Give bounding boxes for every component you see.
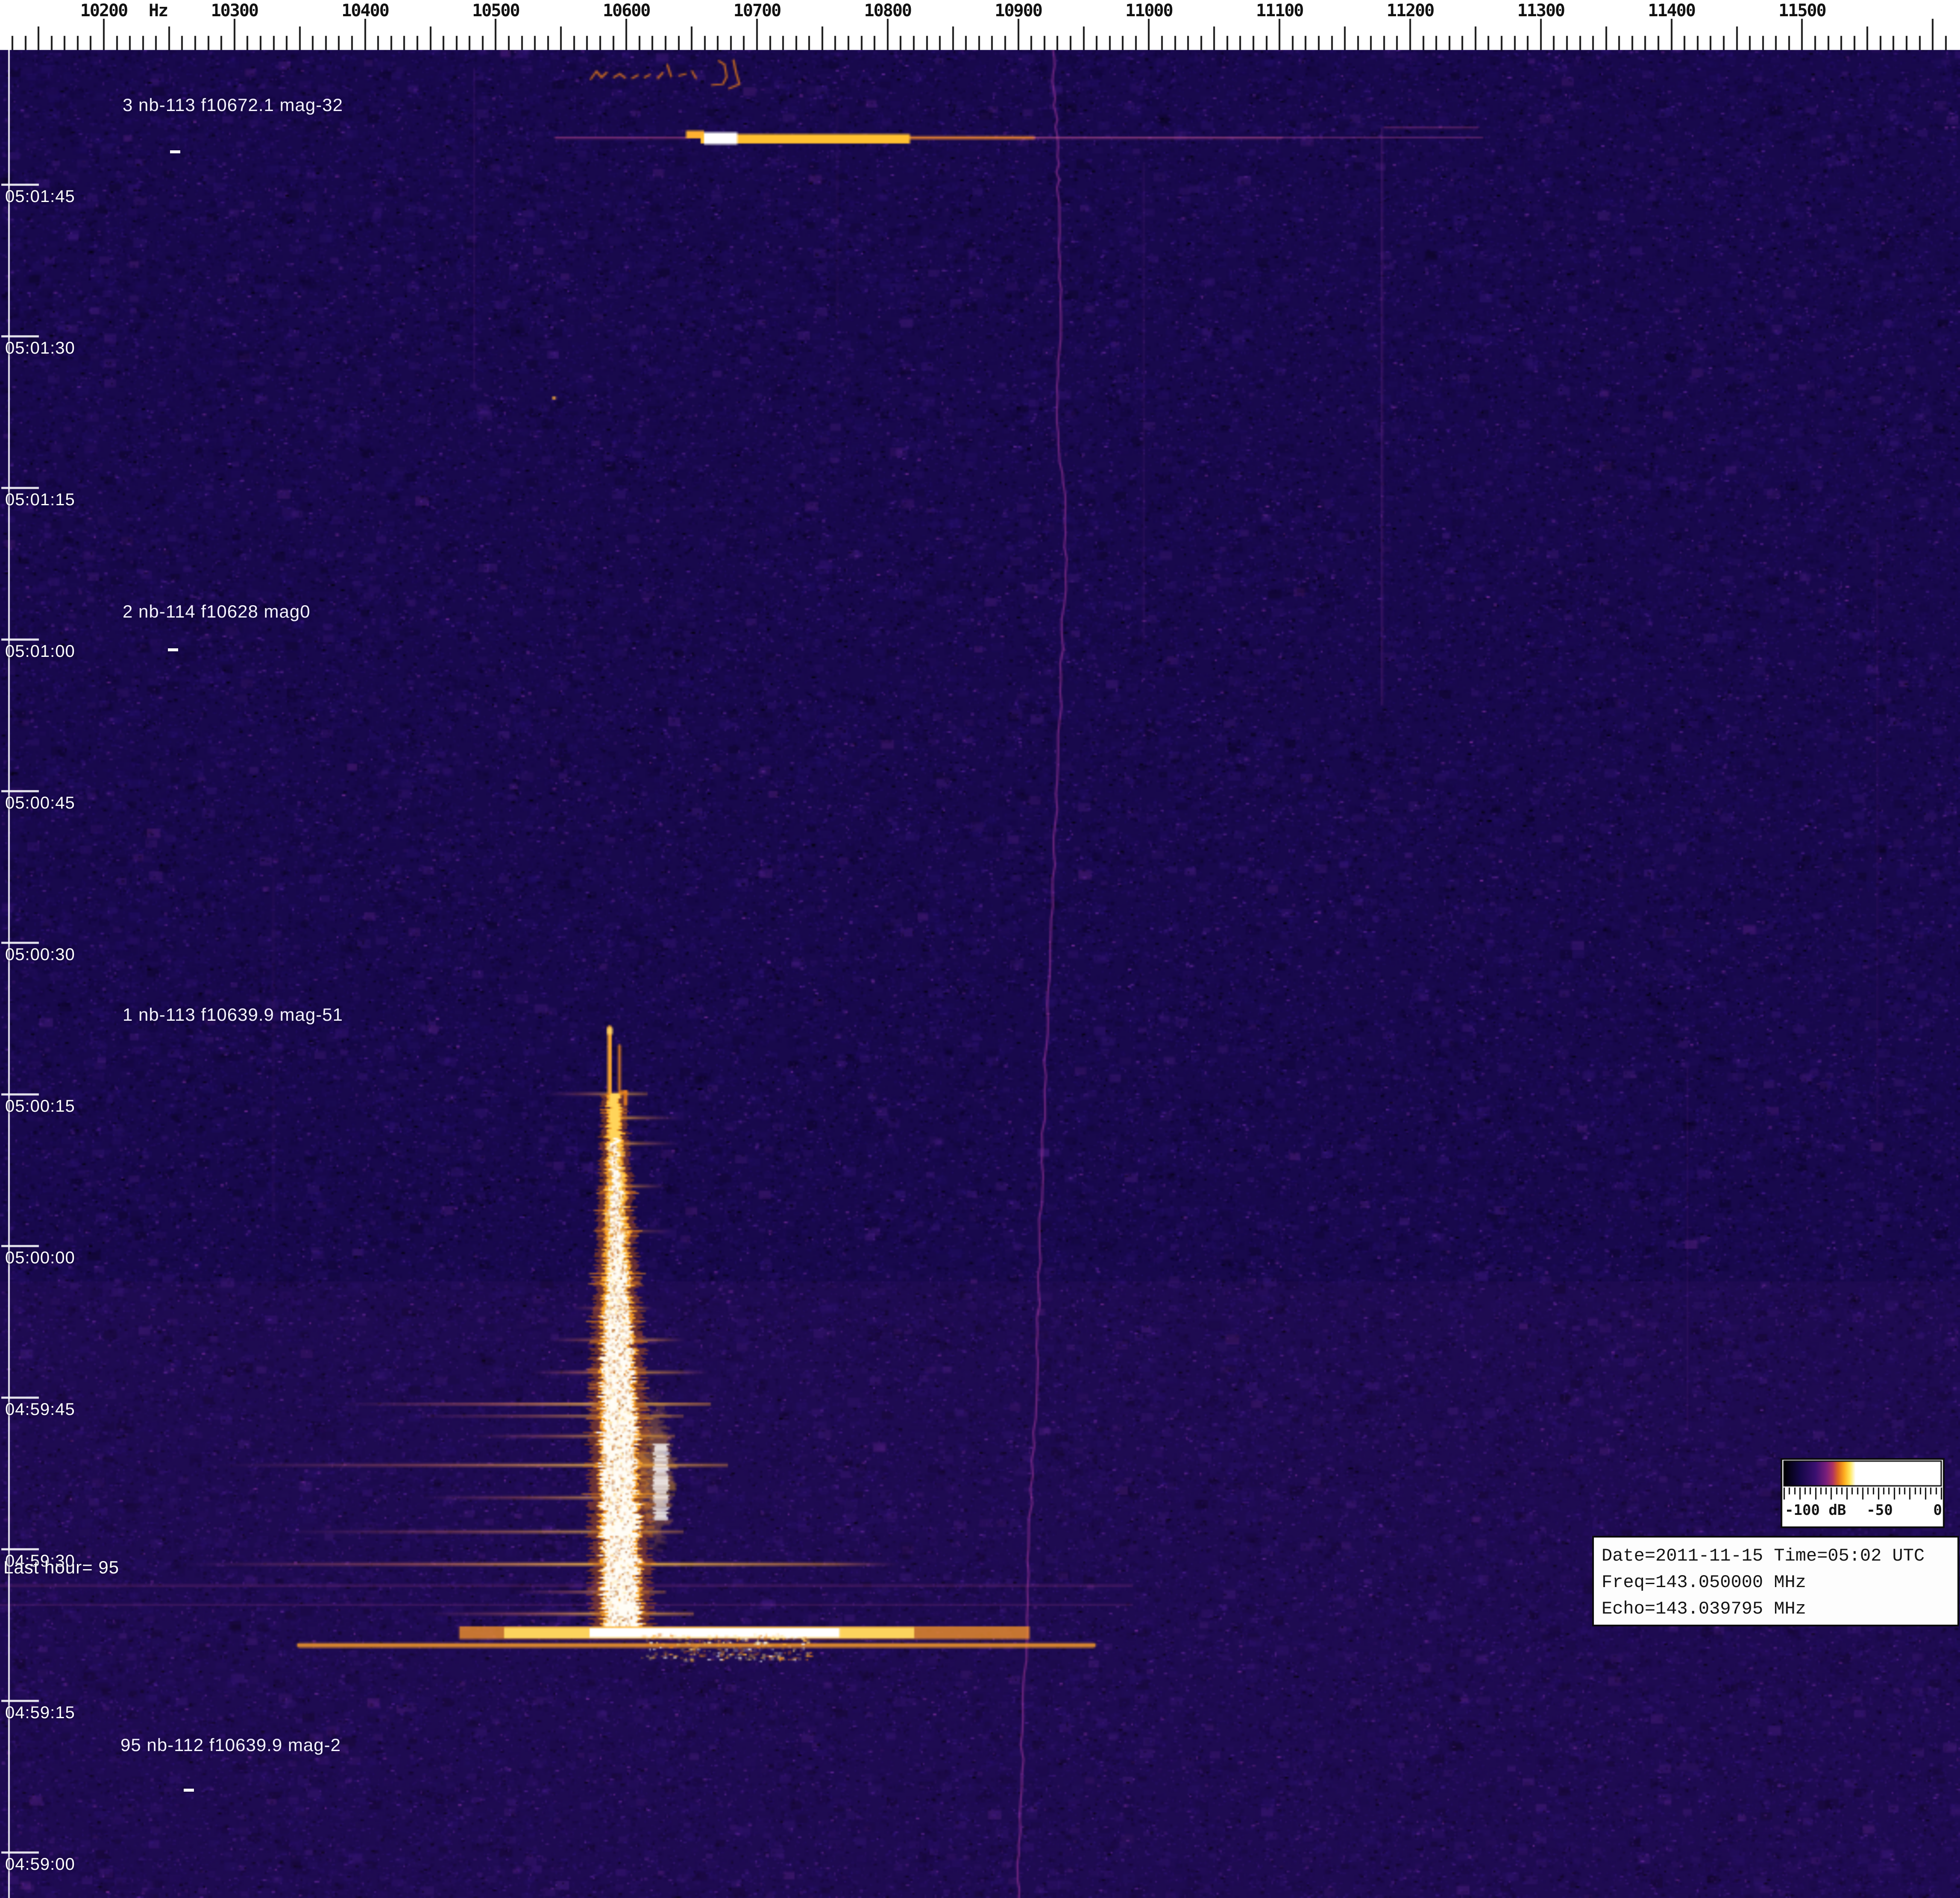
info-echo-frequency: Echo=143.039795 MHz [1602, 1599, 1806, 1619]
time-tick-label: 04:59:00 [5, 1855, 75, 1874]
event-marker-dash [184, 1789, 194, 1792]
time-tick-label: 05:01:00 [5, 642, 75, 661]
event-annotation: 3 nb-113 f10672.1 mag-32 [123, 95, 343, 115]
freq-tick-label: 10800 [864, 1, 912, 21]
freq-tick-label: 11100 [1256, 1, 1304, 21]
freq-tick-label: 10600 [602, 1, 651, 21]
colorbar-tick-label: -50 [1866, 1502, 1893, 1519]
time-tick-label: 04:59:45 [5, 1400, 75, 1419]
freq-tick-label: 11500 [1778, 1, 1826, 21]
time-tick-label: 05:01:30 [5, 339, 75, 357]
freq-tick-label: 10700 [733, 1, 781, 21]
status-info-box: Date=2011-11-15 Time=05:02 UTC Freq=143.… [1592, 1536, 1959, 1626]
event-annotation: 95 nb-112 f10639.9 mag-2 [120, 1735, 341, 1755]
time-tick-label: 05:00:00 [5, 1248, 75, 1267]
time-tick-label: 05:00:15 [5, 1097, 75, 1116]
time-tick-label: 05:01:45 [5, 187, 75, 206]
freq-tick-label: 10400 [341, 1, 389, 21]
time-tick-label: 04:59:30 [5, 1552, 75, 1570]
time-tick-label: 05:01:15 [5, 490, 75, 509]
freq-tick-label: 10200 [80, 1, 128, 21]
last-hour-counter: Last hour= 95 [3, 1557, 120, 1577]
event-marker-dash [168, 648, 178, 651]
info-frequency: Freq=143.050000 MHz [1602, 1572, 1806, 1593]
time-tick-label: 05:00:30 [5, 945, 75, 964]
info-date-time: Date=2011-11-15 Time=05:02 UTC [1602, 1546, 1925, 1566]
time-tick-label: 04:59:15 [5, 1703, 75, 1722]
freq-tick-label: 10300 [211, 1, 259, 21]
event-marker-dash [170, 150, 180, 153]
freq-tick-label: 11400 [1648, 1, 1696, 21]
event-annotation: 2 nb-114 f10628 mag0 [123, 601, 311, 621]
colorbar-tick-label: 0 [1933, 1502, 1942, 1519]
freq-tick-label: 11000 [1125, 1, 1173, 21]
event-annotation: 1 nb-113 f10639.9 mag-51 [123, 1005, 343, 1025]
freq-tick-label: 11200 [1386, 1, 1435, 21]
freq-tick-label: 10500 [472, 1, 520, 21]
time-tick-label: 05:00:45 [5, 794, 75, 812]
colorbar-tick-label: -100 dB [1785, 1502, 1846, 1519]
frequency-unit-label: Hz [149, 1, 168, 21]
freq-tick-label: 11300 [1517, 1, 1565, 21]
freq-tick-label: 10900 [995, 1, 1042, 21]
